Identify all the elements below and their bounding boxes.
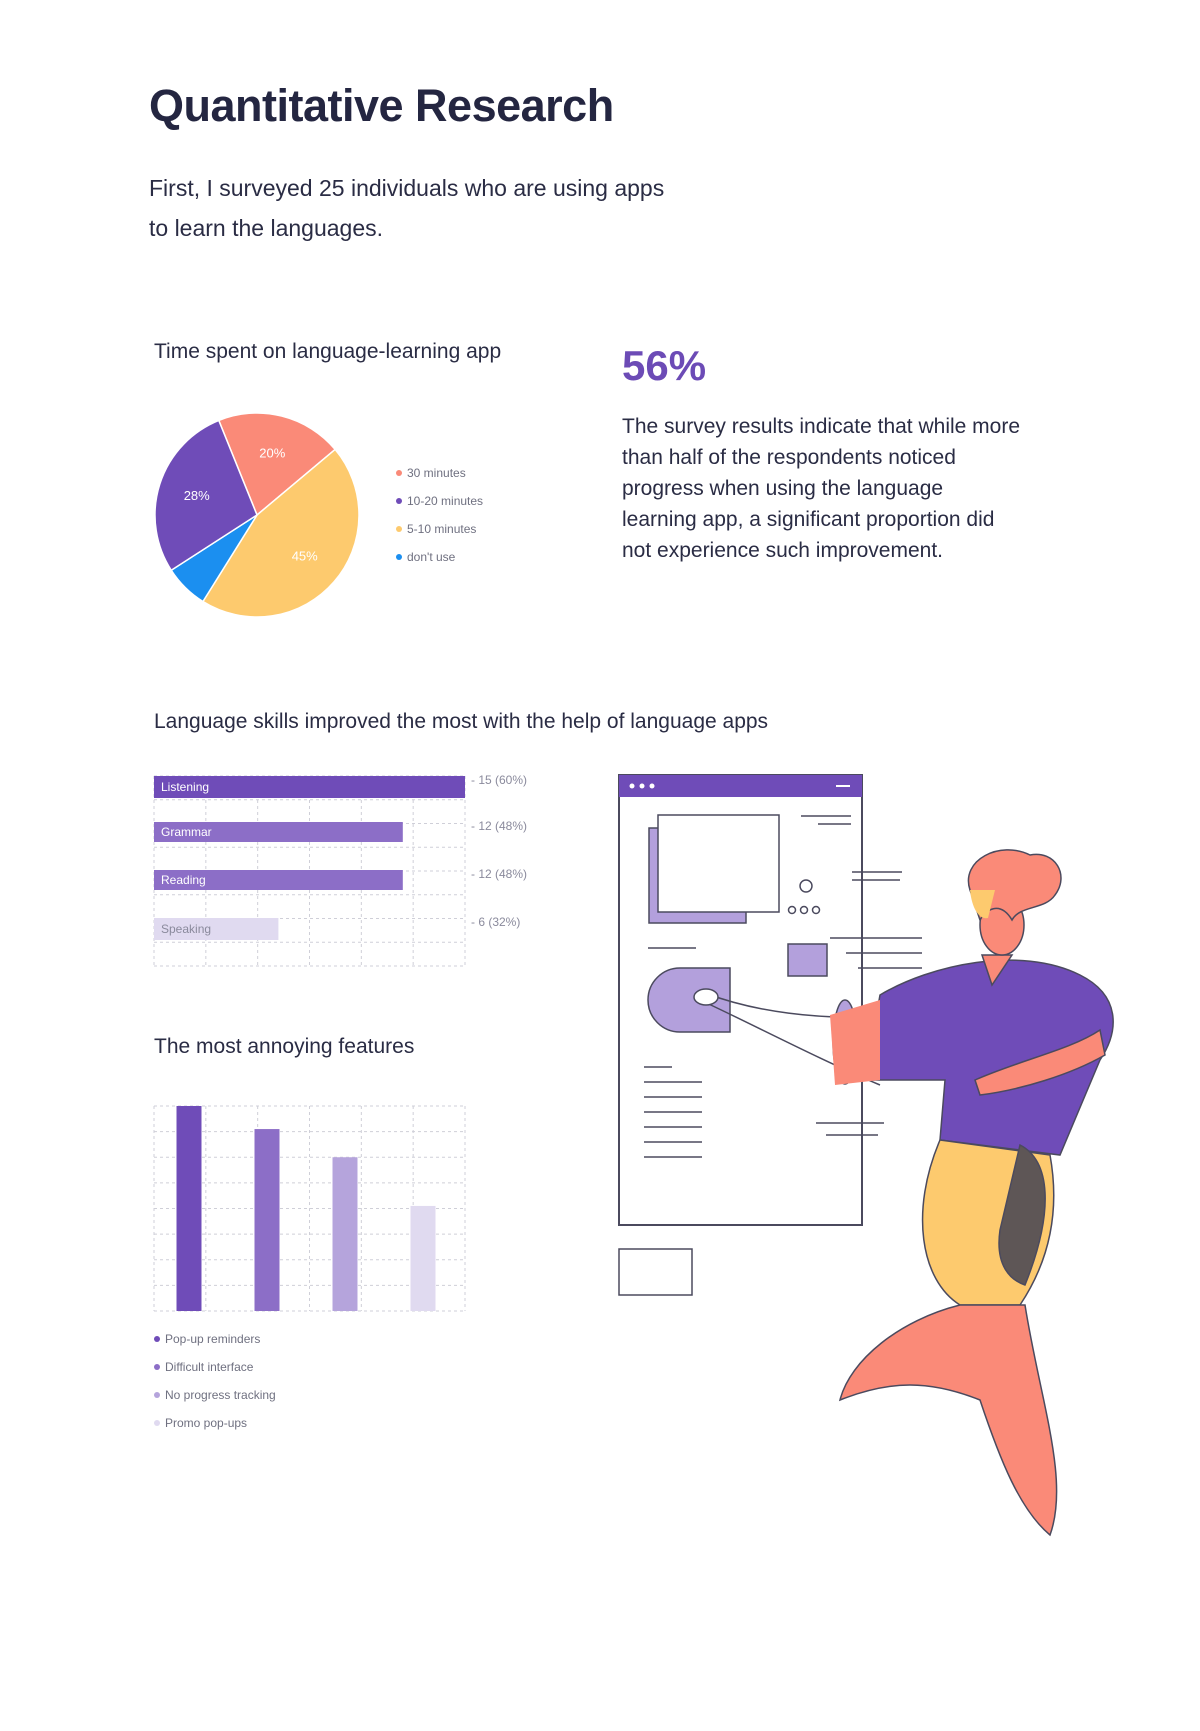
stat-value: 56%: [622, 342, 707, 389]
pie-slice-30-minutes: [217, 412, 337, 517]
skills-chart-title: Language skills improved the most with t…: [154, 710, 769, 733]
bar-label-reading: Reading: [161, 873, 206, 887]
annoying-legend-label: No progress tracking: [165, 1388, 276, 1402]
annoying-legend-label: Pop-up reminders: [165, 1332, 261, 1346]
annoying-bar-chart: [153, 1105, 466, 1312]
bar-value-reading: - 12 (48%): [471, 867, 527, 881]
pie-legend-item: don't use: [396, 550, 455, 564]
bar-speaking: [154, 918, 279, 940]
annoying-legend: Pop-up reminders Difficult interface No pr…: [154, 1332, 354, 1442]
bar-label-listening: Listening: [161, 780, 209, 794]
pie-chart-title: Time spent on language-learning app: [154, 340, 502, 363]
bar-value-listening: - 15 (60%): [471, 773, 527, 787]
window-titlebar: [619, 775, 862, 797]
pie-label-30-minutes: 20%: [259, 446, 285, 461]
pie-label-5-10-minutes: 45%: [292, 548, 318, 563]
bar-label-grammar: Grammar: [161, 825, 212, 839]
illustration: [618, 774, 1114, 1537]
bar-label-speaking: Speaking: [161, 922, 211, 936]
legend-dot: [396, 470, 402, 476]
annoying-legend-item: Promo pop-ups: [154, 1416, 247, 1430]
pie-chart: 20% 45% 28%: [154, 412, 360, 618]
pie-legend-label: 30 minutes: [407, 466, 466, 480]
bar-promo-pop-ups: [410, 1205, 436, 1311]
bar-no-progress-tracking: [332, 1157, 358, 1311]
legend-dot: [154, 1336, 160, 1342]
legend-dot: [154, 1420, 160, 1426]
annoying-legend-label: Difficult interface: [165, 1360, 254, 1374]
legend-dot: [396, 554, 402, 560]
stat-description: The survey results indicate that while m…: [622, 415, 1021, 562]
bar-listening: [154, 776, 465, 798]
annoying-legend-item: Pop-up reminders: [154, 1332, 260, 1346]
pie-legend-label: 10-20 minutes: [407, 494, 484, 508]
intro-text: First, I surveyed 25 individuals who are…: [149, 168, 769, 248]
pie-legend-item: 10-20 minutes: [396, 494, 483, 508]
legend-dot: [396, 498, 402, 504]
bar-value-grammar: - 12 (48%): [471, 819, 527, 833]
pie-legend: 30 minutes 10-20 minutes 5-10 minutes don't…: [396, 466, 536, 576]
legend-dot: [396, 526, 402, 532]
bar-difficult-interface: [254, 1129, 280, 1311]
pie-legend-label: don't use: [407, 550, 456, 564]
annoying-legend-item: Difficult interface: [154, 1360, 253, 1374]
pie-slice-5-10-minutes: [201, 448, 360, 618]
annoying-legend-item: No progress tracking: [154, 1388, 276, 1402]
pie-legend-item: 30 minutes: [396, 466, 466, 480]
skills-bar-chart: Listening - 15 (60%) Grammar - 12 (48%) Read…: [153, 773, 527, 967]
page-title: Quantitative Research: [149, 80, 614, 131]
pie-legend-item: 5-10 minutes: [396, 522, 476, 536]
legend-dot: [154, 1392, 160, 1398]
intro-line-1: First, I surveyed 25 individuals who are…: [149, 175, 665, 201]
annoying-chart-title: The most annoying features: [154, 1035, 415, 1058]
bar-pop-up-reminders: [176, 1106, 202, 1311]
legend-dot: [154, 1364, 160, 1370]
bar-reading: [154, 870, 403, 890]
bar-grammar: [154, 822, 403, 842]
pie-label-10-20-minutes: 28%: [184, 488, 210, 503]
annoying-legend-label: Promo pop-ups: [165, 1416, 248, 1430]
bar-value-speaking: - 6 (32%): [471, 915, 520, 929]
pie-slice-10-20-minutes: [154, 419, 258, 572]
pie-legend-label: 5-10 minutes: [407, 522, 477, 536]
intro-line-2: to learn the languages.: [149, 215, 384, 241]
